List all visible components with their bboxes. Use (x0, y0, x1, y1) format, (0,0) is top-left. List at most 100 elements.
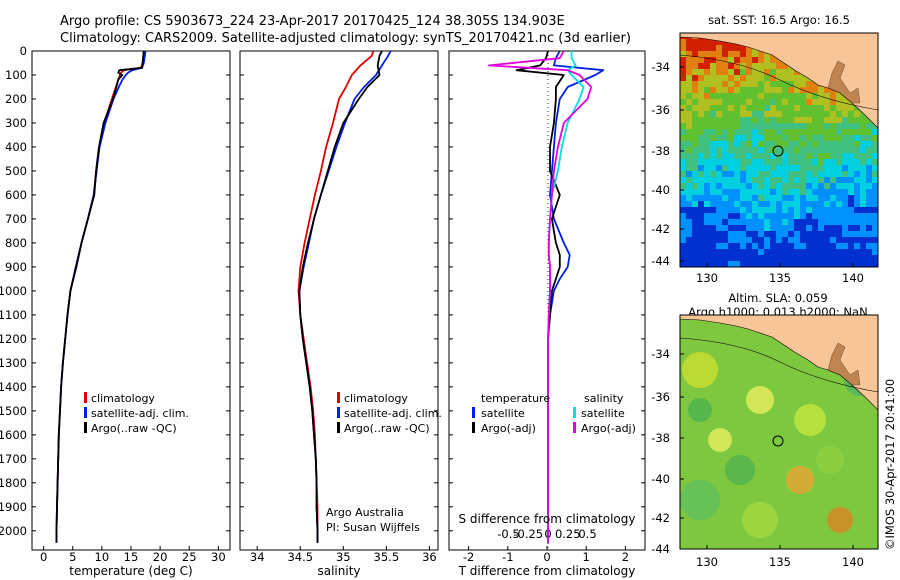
sst-cell (752, 177, 758, 183)
s-diff-tick-label: -0.25 (513, 527, 543, 541)
sst-cell (692, 249, 698, 255)
sst-cell (698, 231, 704, 237)
sst-cell (830, 255, 836, 261)
sst-cell (782, 75, 788, 81)
sst-cell (848, 135, 854, 141)
sst-cell (770, 171, 776, 177)
sst-cell (824, 177, 830, 183)
sst-cell (776, 255, 782, 261)
sst-cell (848, 261, 854, 267)
sst-cell (788, 135, 794, 141)
sst-cell (692, 93, 698, 99)
sst-cell (848, 111, 854, 117)
sst-cell (716, 171, 722, 177)
sst-cell (692, 141, 698, 147)
sst-cell (860, 219, 866, 225)
sst-cell (698, 63, 704, 69)
sst-cell (800, 105, 806, 111)
sst-cell (740, 81, 746, 87)
sst-cell (758, 261, 764, 267)
sst-cell (764, 189, 770, 195)
sst-cell (812, 213, 818, 219)
sst-cell (848, 129, 854, 135)
sst-cell (830, 129, 836, 135)
sst-cell (704, 123, 710, 129)
sst-cell (848, 153, 854, 159)
x-tick-label: -2 (463, 550, 474, 564)
sst-cell (836, 153, 842, 159)
sst-cell (764, 69, 770, 75)
sst-cell (716, 189, 722, 195)
sst-cell (680, 243, 686, 249)
sst-cell (710, 201, 716, 207)
depth-tick-label: 1300 (0, 356, 27, 370)
x-tick-label: 25 (182, 550, 197, 564)
sst-cell (794, 183, 800, 189)
sst-cell (764, 261, 770, 267)
sst-cell (728, 183, 734, 189)
sst-cell (716, 237, 722, 243)
sst-cell (704, 93, 710, 99)
sst-cell (788, 75, 794, 81)
depth-tick-label: 500 (5, 164, 27, 178)
sst-cell (830, 195, 836, 201)
sst-cell (764, 171, 770, 177)
sst-cell (770, 123, 776, 129)
sst-cell (746, 57, 752, 63)
sst-cell (776, 225, 782, 231)
sst-cell (836, 141, 842, 147)
sst-cell (752, 69, 758, 75)
sst-cell (746, 165, 752, 171)
sst-cell (830, 135, 836, 141)
sst-cell (818, 177, 824, 183)
sst-cell (806, 231, 812, 237)
sst-cell (716, 249, 722, 255)
sst-cell (746, 189, 752, 195)
legend-label-sal-argo: Argo(-adj) (581, 422, 636, 435)
sla-anomaly-blob (786, 466, 814, 494)
sst-cell (830, 123, 836, 129)
sst-cell (740, 249, 746, 255)
sst-cell (842, 231, 848, 237)
sst-cell (824, 171, 830, 177)
sst-cell (794, 255, 800, 261)
sst-cell (806, 165, 812, 171)
sst-cell (848, 159, 854, 165)
sst-cell (794, 141, 800, 147)
sst-cell (692, 171, 698, 177)
sst-cell (716, 51, 722, 57)
sst-cell (842, 183, 848, 189)
sst-cell (758, 219, 764, 225)
sst-cell (686, 219, 692, 225)
sla-lon-label: 140 (842, 555, 864, 569)
sst-cell (770, 117, 776, 123)
sst-cell (686, 261, 692, 267)
sst-cell (758, 87, 764, 93)
sst-cell (866, 213, 872, 219)
sst-cell (764, 219, 770, 225)
series-line-satellite-adj-clim- (298, 51, 392, 543)
sst-cell (758, 57, 764, 63)
sst-cell (728, 135, 734, 141)
sst-cell (812, 207, 818, 213)
sst-cell (854, 201, 860, 207)
sst-cell (764, 225, 770, 231)
sst-cell (866, 123, 872, 129)
sst-cell (704, 243, 710, 249)
sst-cell (710, 111, 716, 117)
sst-cell (842, 123, 848, 129)
sst-cell (836, 171, 842, 177)
sst-cell (704, 213, 710, 219)
sst-cell (860, 231, 866, 237)
sst-cell (746, 135, 752, 141)
sst-cell (746, 261, 752, 267)
sst-cell (746, 51, 752, 57)
sst-cell (812, 123, 818, 129)
sst-cell (734, 75, 740, 81)
sst-cell (680, 159, 686, 165)
sst-cell (824, 213, 830, 219)
sst-cell (788, 153, 794, 159)
sst-cell (782, 153, 788, 159)
sst-cell (848, 117, 854, 123)
sla-lat-label: -36 (651, 390, 670, 404)
